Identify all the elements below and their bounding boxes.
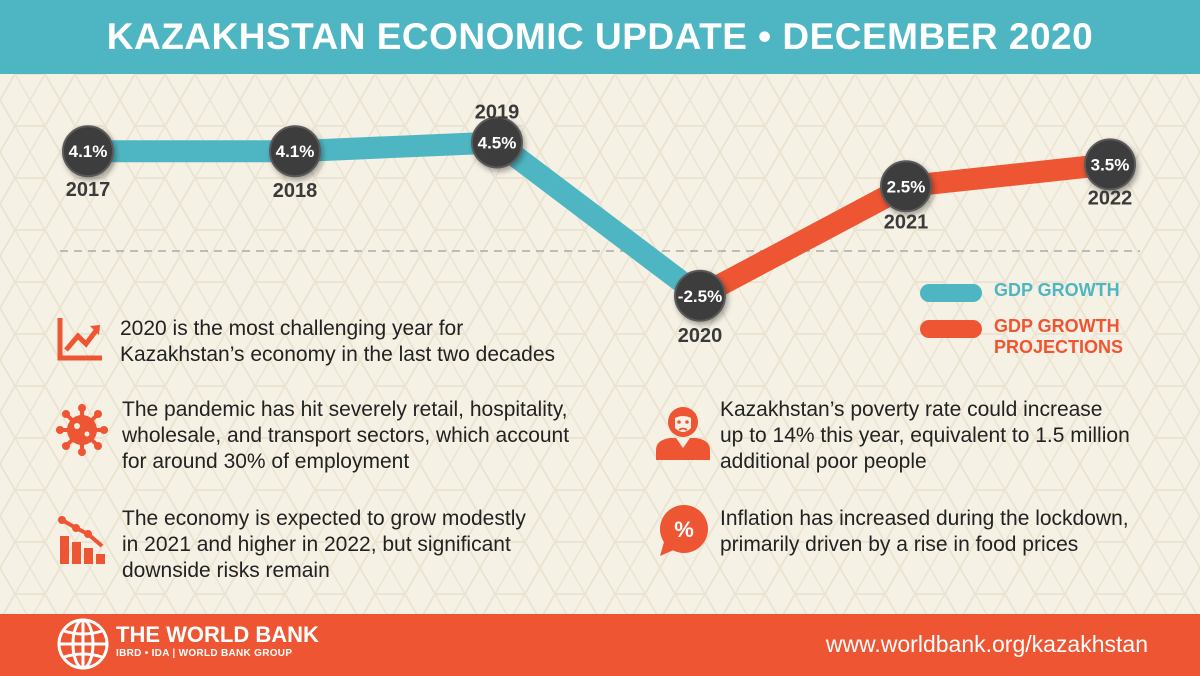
data-label-2019: 4.5%: [478, 133, 517, 152]
x-tick-label-2021: 2021: [884, 211, 929, 233]
legend-swatch-teal: [920, 284, 982, 302]
background-pattern: [0, 74, 1200, 614]
legend-label-projection-line2: PROJECTIONS: [994, 337, 1124, 357]
fact-line: Kazakhstan’s poverty rate could increase: [720, 398, 1103, 421]
fact-line: Kazakhstan’s economy in the last two dec…: [120, 343, 556, 366]
fact-line: in 2021 and higher in 2022, but signific…: [122, 533, 511, 556]
percent-glyph: %: [674, 517, 694, 542]
legend-swatch-orange: [920, 320, 982, 338]
legend-label-gdp: GDP GROWTH: [994, 280, 1120, 300]
gdp-line-chart: 4.1% 2017 4.1% 2018 4.5% 2019 -2.5% 2020 2.5% 202…: [60, 101, 1140, 347]
x-tick-label-2018: 2018: [273, 180, 318, 202]
world-bank-globe-icon: [57, 618, 109, 670]
world-bank-subtitle: IBRD • IDA | WORLD BANK GROUP: [116, 648, 293, 659]
data-label-2018: 4.1%: [276, 142, 315, 161]
fact-line: wholesale, and transport sectors, which …: [122, 424, 570, 447]
fact-line: up to 14% this year, equivalent to 1.5 m…: [720, 424, 1130, 447]
fact-line: The economy is expected to grow modestly: [122, 507, 526, 530]
page-title: KAZAKHSTAN ECONOMIC UPDATE • DECEMBER 20…: [106, 16, 1094, 57]
decline-chart-icon: [58, 516, 105, 564]
fact-growth-outlook: The economy is expected to grow modestly…: [122, 506, 526, 584]
person-icon: [656, 407, 710, 460]
data-label-2017: 4.1%: [69, 142, 108, 161]
data-point-2018: [269, 125, 321, 178]
data-label-2021: 2.5%: [887, 177, 926, 196]
fact-challenging-year: 2020 is the most challenging year for Ka…: [120, 316, 555, 368]
header-bar: KAZAKHSTAN ECONOMIC UPDATE • DECEMBER 20…: [0, 0, 1200, 74]
legend-item-projection: GDP GROWTH PROJECTIONS: [920, 316, 1123, 358]
world-bank-logo-text: THE WORLD BANK: [116, 622, 319, 647]
fact-line: additional poor people: [720, 450, 927, 473]
data-point-2020: [674, 269, 726, 322]
x-tick-label-2017: 2017: [66, 179, 111, 201]
growth-chart-icon: [57, 318, 102, 361]
data-point-2017: [62, 125, 114, 178]
data-point-2021: [880, 160, 932, 213]
data-label-2022: 3.5%: [1091, 155, 1130, 174]
data-point-2019: [471, 116, 523, 169]
fact-line: primarily driven by a rise in food price…: [720, 533, 1079, 556]
x-tick-label-2019: 2019: [475, 101, 520, 123]
fact-inflation: Inflation has increased during the lockd…: [720, 506, 1129, 558]
fact-poverty-rate: Kazakhstan’s poverty rate could increase…: [720, 397, 1130, 475]
fact-line: for around 30% of employment: [122, 450, 410, 473]
data-label-2020: -2.5%: [678, 287, 722, 306]
fact-pandemic-sectors: The pandemic has hit severely retail, ho…: [122, 397, 569, 475]
data-point-2022: [1084, 138, 1136, 191]
percent-bubble-icon: %: [660, 505, 708, 556]
fact-line: downside risks remain: [122, 559, 330, 582]
fact-line: Inflation has increased during the lockd…: [720, 507, 1129, 530]
footer-bar: [0, 614, 1200, 676]
fact-line: 2020 is the most challenging year for: [120, 317, 464, 340]
x-tick-label-2020: 2020: [678, 325, 723, 347]
legend-item-gdp: GDP GROWTH: [920, 280, 1120, 302]
chart-legend: GDP GROWTH GDP GROWTH PROJECTIONS: [920, 278, 1180, 368]
legend-label-projection-line1: GDP GROWTH: [994, 316, 1120, 336]
footer-url-link[interactable]: www.worldbank.org/kazakhstan: [825, 631, 1148, 657]
virus-icon: [56, 404, 108, 456]
series-line-gdp-growth: [77, 131, 711, 307]
fact-line: The pandemic has hit severely retail, ho…: [122, 398, 568, 421]
x-tick-label-2022: 2022: [1088, 187, 1133, 209]
